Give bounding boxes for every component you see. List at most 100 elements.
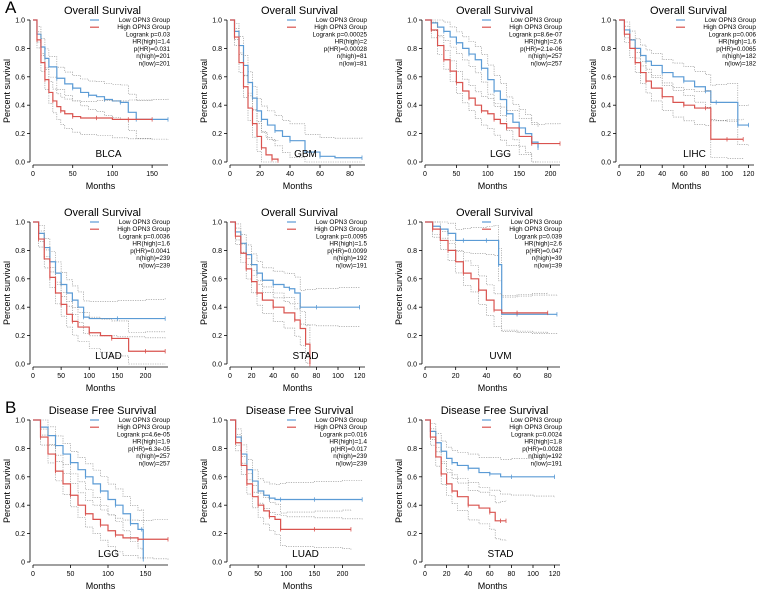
y-tick-label: 0.2	[15, 333, 25, 340]
high-opn3-curve	[425, 221, 548, 314]
high-opn3-ci-lower	[33, 19, 153, 140]
stat-line: n(high)=257	[528, 53, 562, 60]
x-tick-label: 60	[486, 571, 494, 578]
high-opn3-censor-marks	[40, 434, 169, 542]
high-opn3-censor-marks	[36, 37, 153, 122]
legend-label: High OPN3 Group	[509, 226, 562, 233]
high-opn3-censor-marks	[624, 32, 744, 142]
axes: 0 20 40 60 80 100 120 0.0 0.2 0.4 0.6 0.8 1.0	[212, 220, 365, 381]
x-axis-label: Months	[283, 581, 313, 591]
statistics: Logrank p=4.6e-05HR(high)=1.9p(HR)=6.3e-…	[117, 432, 171, 468]
chart-title: Overall Survival	[456, 207, 533, 219]
x-tick-label: 80	[508, 571, 516, 578]
y-tick-label: 0.8	[212, 248, 222, 255]
stat-line: HR(high)=1.6	[132, 241, 170, 248]
y-tick-label: 0.6	[407, 74, 417, 81]
low-opn3-ci-lower	[230, 419, 363, 520]
legend-label: Low OPN3 Group	[511, 17, 563, 24]
x-tick-label: 100	[482, 171, 494, 178]
stat-line: p(HR)=0.0041	[130, 248, 170, 255]
high-opn3-ci-lower	[230, 419, 352, 550]
y-tick-label: 0.2	[212, 131, 222, 138]
x-tick-label: 120	[549, 571, 561, 578]
x-tick-label: 20	[637, 171, 645, 178]
cancer-type-label: LUAD	[292, 549, 319, 560]
stat-line: p(HR)=0.00028	[324, 46, 368, 53]
x-tick-label: 40	[286, 171, 294, 178]
y-axis-label: Percent survival	[2, 459, 12, 523]
high-opn3-ci-upper	[33, 19, 153, 102]
stat-line: Logrank p=0.03	[126, 32, 170, 39]
panel-label-b: B	[5, 398, 17, 417]
y-tick-label: 1.0	[407, 18, 417, 25]
y-axis-label: Percent survival	[2, 59, 12, 123]
y-tick-label: 0.4	[407, 503, 417, 510]
x-tick-label: 120	[743, 171, 755, 178]
y-tick-label: 0.2	[407, 531, 417, 538]
x-tick-label: 150	[513, 171, 525, 178]
low-opn3-ci-lower	[425, 221, 558, 335]
y-tick-label: 0.6	[212, 474, 222, 481]
y-axis-label: Percent survival	[2, 261, 12, 325]
stat-line: n(low)=191	[336, 262, 368, 269]
x-tick-label: 60	[513, 373, 521, 380]
x-tick-label: 40	[269, 373, 277, 380]
stat-line: p(HR)=2.1e-06	[520, 46, 562, 53]
legend-label: High OPN3 Group	[314, 226, 367, 233]
x-tick-label: 50	[69, 171, 77, 178]
statistics: Logrank p=0.0095HR(high)=1.5p(HR)=0.0099…	[316, 234, 367, 270]
high-opn3-censor-marks	[430, 434, 507, 524]
x-tick-label: 150	[140, 571, 152, 578]
stat-line: n(low)=81	[339, 60, 367, 67]
x-tick-label: 50	[254, 571, 262, 578]
low-opn3-ci-upper	[425, 19, 539, 128]
x-tick-label: 0	[31, 571, 35, 578]
low-opn3-ci-upper	[230, 419, 363, 485]
stat-line: HR(high)=1.8	[524, 439, 562, 446]
high-opn3-curve	[425, 419, 506, 522]
stat-line: Logrank p=0.00025	[313, 32, 368, 39]
high-opn3-censor-marks	[38, 236, 166, 354]
y-tick-label: 0.4	[407, 305, 417, 312]
x-tick-label: 80	[346, 171, 354, 178]
y-tick-label: 0.6	[15, 74, 25, 81]
legend-label: Low OPN3 Group	[119, 219, 171, 226]
low-opn3-ci-upper	[33, 419, 144, 539]
x-axis-label: Months	[672, 181, 702, 191]
x-tick-label: 60	[680, 171, 688, 178]
stat-line: Logrank p=0.006	[709, 32, 757, 39]
stat-line: HR(high)=1.6	[718, 39, 756, 46]
stat-line: Logrank p=0.0036	[119, 234, 170, 241]
legend-label: High OPN3 Group	[703, 24, 756, 31]
y-tick-label: 0	[413, 560, 417, 567]
low-opn3-ci-lower	[425, 419, 555, 498]
axes: 0 50 100 150 0.0 0.2 0.4 0.6 0.8 1.0	[15, 18, 168, 178]
stat-line: n(low)=239	[139, 262, 171, 269]
statistics: Logrank p=0.016HR(high)=1.4p(HR)=0.017n(…	[320, 432, 368, 468]
high-opn3-ci-upper	[425, 19, 561, 125]
statistics: Logrank p=0.006HR(high)=1.6p(HR)=0.0065n…	[709, 32, 757, 68]
high-opn3-ci-lower	[230, 19, 278, 163]
stat-line: n(low)=257	[531, 60, 563, 67]
y-tick-label: 0.8	[601, 46, 611, 53]
x-tick-label: 100	[102, 571, 114, 578]
y-tick-label: 1.0	[212, 18, 222, 25]
y-tick-label: 0.0	[15, 362, 25, 369]
axes: 0 50 100 150 200 0.0 0.2 0.4 0.6 0.8 1.0	[212, 418, 365, 578]
stat-line: p(HR)=0.017	[331, 446, 368, 453]
legend-label: Low OPN3 Group	[316, 417, 368, 424]
x-axis-label: Months	[283, 181, 313, 191]
km-plot-os-gbm: Overall Survival 0 20 40 60 80 0.0 0.2 0.4 0.6 0.8…	[199, 5, 368, 191]
y-tick-label: 0.6	[212, 74, 222, 81]
y-tick-label: 0.0	[407, 160, 417, 167]
x-tick-label: 20	[452, 373, 460, 380]
stat-line: n(high)=182	[722, 53, 756, 60]
y-tick-label: 1.0	[15, 220, 25, 227]
y-tick-label: 0.4	[212, 305, 222, 312]
x-tick-label: 50	[452, 171, 460, 178]
cancer-type-label: LGG	[98, 549, 119, 560]
low-opn3-ci-lower	[619, 19, 749, 146]
high-opn3-curve	[230, 419, 351, 530]
